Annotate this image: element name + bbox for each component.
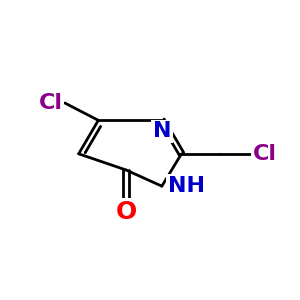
Text: NH: NH <box>168 176 205 196</box>
Text: Cl: Cl <box>38 93 62 113</box>
Text: Cl: Cl <box>253 144 277 164</box>
Text: N: N <box>153 122 171 142</box>
Text: O: O <box>116 200 137 224</box>
